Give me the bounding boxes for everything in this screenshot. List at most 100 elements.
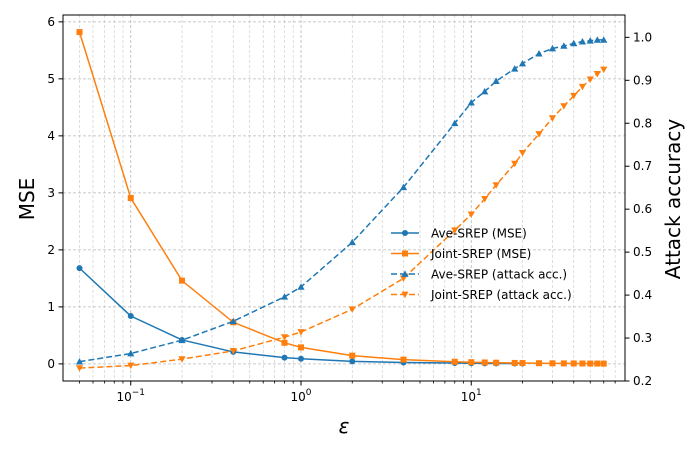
x-axis: 10−1 100 101 bbox=[79, 381, 616, 404]
data-point bbox=[570, 92, 578, 100]
y-tick-label: 6 bbox=[47, 15, 55, 29]
data-point bbox=[348, 238, 356, 246]
data-point bbox=[76, 265, 83, 272]
y2-tick-label: 1.0 bbox=[633, 30, 652, 44]
legend-item: Joint-SREP (MSE) bbox=[391, 247, 531, 261]
y-tick-label: 2 bbox=[47, 243, 55, 257]
data-point bbox=[178, 336, 186, 344]
y-tick-label: 3 bbox=[47, 186, 55, 200]
legend-item: Ave-SREP (MSE) bbox=[391, 227, 527, 241]
legend-marker bbox=[402, 230, 408, 236]
y-tick-label: 4 bbox=[47, 129, 55, 143]
series-line bbox=[78, 31, 604, 365]
data-point bbox=[518, 59, 527, 67]
data-point bbox=[399, 183, 408, 191]
data-point bbox=[297, 344, 304, 351]
data-point bbox=[297, 355, 304, 362]
data-point bbox=[229, 317, 237, 325]
data-point bbox=[586, 37, 594, 44]
data-point bbox=[127, 313, 134, 320]
data-point bbox=[281, 339, 288, 346]
data-point bbox=[560, 103, 568, 110]
data-point bbox=[570, 39, 578, 47]
y-axis-title: MSE bbox=[15, 178, 39, 221]
data-point bbox=[76, 29, 83, 36]
data-point bbox=[593, 36, 601, 43]
data-point bbox=[229, 348, 237, 355]
y2-tick-label: 0.8 bbox=[633, 116, 652, 130]
data-point bbox=[600, 360, 607, 367]
data-point bbox=[519, 360, 526, 367]
data-point bbox=[178, 277, 185, 284]
y2-tick-label: 0.6 bbox=[633, 202, 652, 216]
series-1 bbox=[76, 29, 607, 367]
y-tick-label: 0 bbox=[47, 357, 55, 371]
data-point bbox=[348, 306, 356, 313]
series-2 bbox=[75, 36, 608, 365]
y2-tick-label: 0.4 bbox=[633, 288, 652, 302]
data-point bbox=[535, 131, 543, 138]
data-point bbox=[451, 119, 459, 127]
data-point bbox=[493, 359, 500, 366]
data-point bbox=[594, 360, 601, 367]
y-tick-label: 5 bbox=[47, 72, 55, 86]
data-point bbox=[451, 358, 458, 365]
legend-item: Ave-SREP (attack acc.) bbox=[391, 268, 567, 282]
y2-tick-label: 0.3 bbox=[633, 331, 652, 345]
data-point bbox=[511, 359, 518, 366]
data-point bbox=[400, 356, 407, 363]
y2-tick-label: 0.2 bbox=[633, 374, 652, 388]
data-point bbox=[75, 358, 84, 365]
data-point bbox=[127, 362, 135, 370]
data-point bbox=[587, 360, 594, 367]
data-point bbox=[492, 182, 500, 189]
plot-area bbox=[75, 29, 608, 372]
y2-tick-label: 0.5 bbox=[633, 245, 652, 259]
x-tick-label: 101 bbox=[461, 388, 482, 404]
data-point bbox=[492, 77, 500, 85]
data-point bbox=[548, 115, 557, 122]
data-point bbox=[297, 283, 305, 290]
data-point bbox=[511, 65, 519, 72]
plot-frame bbox=[62, 14, 626, 382]
data-point bbox=[579, 360, 586, 367]
legend-label: Joint-SREP (attack acc.) bbox=[430, 288, 572, 302]
data-point bbox=[570, 360, 577, 367]
data-point bbox=[75, 365, 84, 372]
data-point bbox=[481, 87, 489, 95]
data-point bbox=[549, 360, 556, 367]
legend: Ave-SREP (MSE) Joint-SREP (MSE) Ave-SREP (… bbox=[391, 227, 572, 302]
data-point bbox=[535, 360, 542, 367]
y2-tick-label: 0.7 bbox=[633, 159, 652, 173]
y-axis-right: 0.2 0.3 0.4 0.5 0.6 0.7 0.8 0.9 1.0 bbox=[625, 30, 652, 388]
y-axis-left: 0 1 2 3 4 5 6 bbox=[47, 15, 63, 371]
data-point bbox=[560, 360, 567, 367]
legend-label: Ave-SREP (attack acc.) bbox=[431, 268, 567, 282]
data-point bbox=[468, 359, 475, 366]
y2-axis-title: Attack accuracy bbox=[661, 119, 685, 280]
data-point bbox=[467, 211, 475, 218]
data-point bbox=[451, 227, 459, 234]
data-point bbox=[600, 36, 608, 43]
data-point bbox=[399, 275, 408, 282]
legend-label: Joint-SREP (MSE) bbox=[430, 247, 531, 261]
data-point bbox=[578, 83, 587, 91]
x-axis-title: ε bbox=[339, 414, 350, 438]
data-point bbox=[593, 70, 601, 78]
y-tick-label: 1 bbox=[47, 300, 55, 314]
data-point bbox=[280, 293, 289, 300]
data-point bbox=[578, 38, 587, 45]
data-point bbox=[297, 329, 305, 336]
data-point bbox=[127, 195, 134, 201]
x-tick-label: 100 bbox=[290, 388, 311, 404]
data-point bbox=[281, 354, 288, 361]
series-line bbox=[79, 68, 605, 369]
data-point bbox=[349, 358, 356, 365]
x-tick-label: 10−1 bbox=[116, 388, 145, 404]
data-point bbox=[467, 99, 475, 106]
data-point bbox=[280, 334, 289, 341]
series-3 bbox=[75, 66, 608, 372]
data-point bbox=[535, 50, 543, 57]
legend-marker bbox=[402, 250, 408, 257]
